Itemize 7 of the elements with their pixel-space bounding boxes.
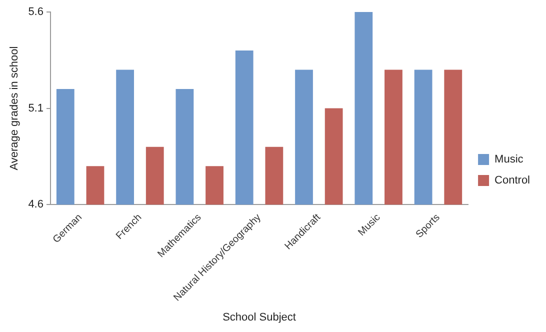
legend-label: Music — [494, 154, 524, 166]
legend-label: Control — [494, 174, 530, 187]
y-axis-title: Average grades in school — [8, 46, 21, 170]
x-axis-title: School Subject — [222, 311, 296, 324]
y-tick-label: 5.6 — [28, 6, 44, 18]
y-tick-label: 5.1 — [28, 102, 44, 114]
y-tick-label: 4.6 — [28, 198, 44, 211]
